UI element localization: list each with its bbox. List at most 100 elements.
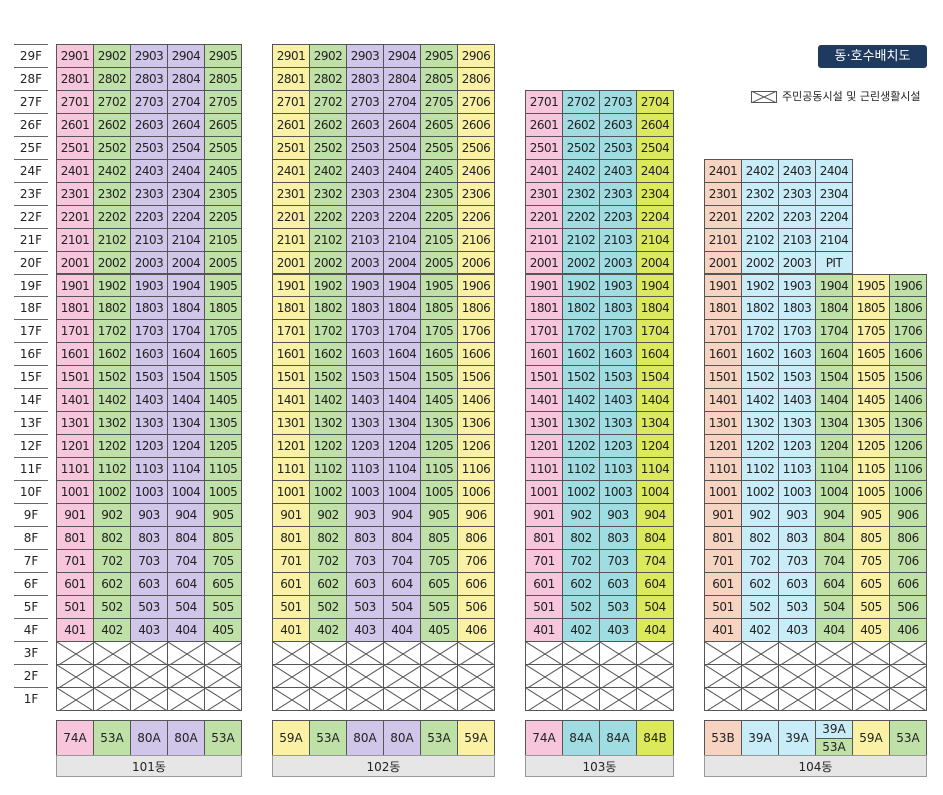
unit-cell: 1401: [272, 388, 310, 413]
unit-cell: 2604: [636, 112, 674, 137]
unit-cell: 2205: [204, 204, 242, 229]
unit-cell: 1606: [889, 342, 927, 367]
unit-cell: 2305: [204, 181, 242, 206]
unit-cell: 1401: [704, 388, 742, 413]
unit-cell: 1201: [704, 434, 742, 459]
unit-cell: 1204: [167, 434, 205, 459]
unit-cell: 1202: [309, 434, 347, 459]
floor-label: 7F: [14, 548, 48, 572]
unit-cell: 603: [778, 571, 816, 596]
unit-cell: 1504: [167, 365, 205, 390]
unit-cell: 701: [525, 548, 563, 573]
unit-type-cell: 59A: [457, 720, 495, 756]
unit-cell: 1004: [815, 480, 853, 504]
unit-cell: 605: [204, 571, 242, 596]
unit-cell: 1704: [636, 319, 674, 344]
unit-cell: 1806: [457, 296, 495, 321]
unit-cell: 2902: [93, 44, 131, 68]
unit-cell: 701: [56, 548, 94, 573]
floor-label: 20F: [14, 250, 48, 274]
unit-type-cell: 53A: [309, 720, 347, 756]
unit-cell: 2001: [704, 250, 742, 275]
unit-cell: 903: [599, 503, 637, 527]
unit-cell: 2402: [93, 158, 131, 183]
facility-cell: [778, 640, 816, 665]
unit-cell: 2302: [93, 181, 131, 206]
unit-cell: 1903: [599, 273, 637, 298]
unit-cell: 1305: [852, 411, 890, 436]
unit-cell: 1401: [525, 388, 563, 413]
unit-cell: 606: [457, 571, 495, 596]
unit-cell: 703: [778, 548, 816, 573]
facility-cell: [383, 663, 421, 688]
floor-label: 9F: [14, 503, 48, 526]
unit-cell: 1304: [636, 411, 674, 436]
unit-cell: 1803: [599, 296, 637, 321]
unit-cell: 1505: [420, 365, 458, 390]
unit-cell: 2004: [636, 250, 674, 275]
unit-cell: 1602: [562, 342, 600, 367]
unit-type-cell: 84B: [636, 720, 674, 756]
unit-cell: 804: [636, 525, 674, 550]
unit-type-cell: 74A: [56, 720, 94, 756]
unit-cell: 1801: [272, 296, 310, 321]
unit-cell: 1702: [741, 319, 779, 344]
unit-cell: 2002: [309, 250, 347, 275]
facility-cell: [383, 686, 421, 711]
unit-cell: 906: [889, 503, 927, 527]
unit-cell: 2101: [525, 227, 563, 252]
unit-cell: 2801: [56, 66, 94, 91]
unit-cell: 506: [889, 594, 927, 619]
unit-cell: 2504: [383, 135, 421, 160]
unit-cell: 2703: [130, 89, 168, 114]
unit-cell: 2504: [636, 135, 674, 160]
facility-cell: [889, 663, 927, 688]
unit-cell: 1701: [704, 319, 742, 344]
unit-cell: 2404: [167, 158, 205, 183]
unit-cell: 704: [167, 548, 205, 573]
unit-cell: 2301: [272, 181, 310, 206]
unit-cell: 2301: [704, 181, 742, 206]
unit-cell: 2403: [346, 158, 384, 183]
unit-cell: 602: [309, 571, 347, 596]
unit-cell: 1204: [636, 434, 674, 459]
unit-cell: 902: [741, 503, 779, 527]
unit-cell: 1901: [704, 273, 742, 298]
facility-cell: [457, 663, 495, 688]
unit-cell: 2003: [599, 250, 637, 275]
unit-cell: 1304: [383, 411, 421, 436]
unit-type-cell: 53B: [704, 720, 742, 756]
unit-cell: 2003: [346, 250, 384, 275]
unit-type-cell: 53A: [889, 720, 927, 756]
unit-cell: 502: [93, 594, 131, 619]
facility-cell: [741, 640, 779, 665]
floor-label: 10F: [14, 480, 48, 503]
unit-cell: 1906: [457, 273, 495, 298]
floor-label: 14F: [14, 388, 48, 411]
unit-cell: 1703: [346, 319, 384, 344]
facility-cell: [309, 663, 347, 688]
unit-cell: 2902: [309, 44, 347, 68]
unit-cell: 502: [741, 594, 779, 619]
unit-cell: 1604: [636, 342, 674, 367]
unit-cell: 1203: [778, 434, 816, 459]
unit-cell: 1203: [346, 434, 384, 459]
unit-cell: 402: [741, 617, 779, 642]
floor-label: 25F: [14, 135, 48, 159]
unit-cell: 1703: [778, 319, 816, 344]
unit-cell: 705: [852, 548, 890, 573]
facility-cell: [889, 640, 927, 665]
unit-cell: 404: [167, 617, 205, 642]
unit-cell: 403: [778, 617, 816, 642]
unit-cell: 1002: [93, 480, 131, 504]
unit-cell: 1103: [130, 457, 168, 482]
unit-cell: 2606: [457, 112, 495, 137]
unit-cell: 505: [852, 594, 890, 619]
unit-cell: 1805: [204, 296, 242, 321]
facility-cell: [562, 663, 600, 688]
unit-cell: 2003: [778, 250, 816, 275]
unit-cell: 2702: [562, 89, 600, 114]
unit-cell: 1802: [562, 296, 600, 321]
unit-cell: 2005: [420, 250, 458, 275]
unit-cell: 904: [815, 503, 853, 527]
